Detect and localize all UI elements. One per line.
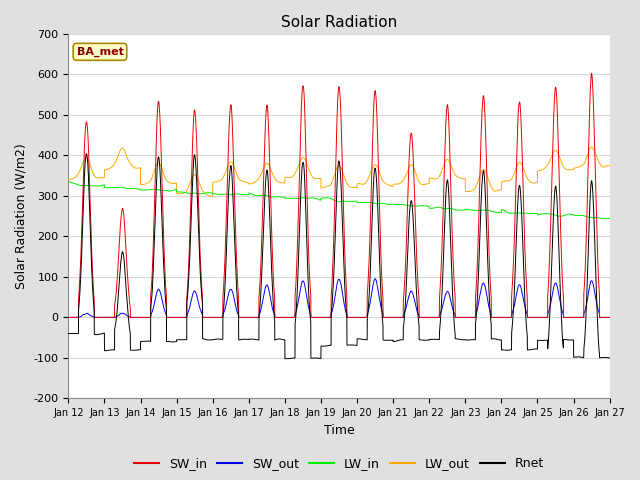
Line: LW_out: LW_out [68,147,610,196]
LW_in [491,209,499,215]
LW_in [162,188,170,193]
SW_out [605,314,613,320]
LW_in [599,216,607,222]
Rnet [431,336,438,342]
Y-axis label: Solar Radiation (W/m2): Solar Radiation (W/m2) [15,144,28,289]
SW_in [606,314,614,320]
Rnet [605,355,613,361]
LW_out [65,177,72,182]
SW_out [606,314,614,320]
Legend: SW_in, SW_out, LW_in, LW_out, Rnet: SW_in, SW_out, LW_in, LW_out, Rnet [129,452,549,475]
X-axis label: Time: Time [324,424,355,437]
SW_out [319,314,326,320]
SW_out [431,314,438,320]
LW_out [588,144,595,150]
LW_out [606,162,614,168]
SW_out [65,314,72,320]
SW_in [491,314,499,320]
Line: SW_out: SW_out [68,279,610,317]
SW_in [588,71,595,76]
SW_out [460,314,468,320]
SW_in [162,283,170,289]
LW_out [460,176,468,181]
SW_in [319,314,326,320]
LW_out [431,176,438,181]
LW_out [605,162,613,168]
Text: BA_met: BA_met [77,47,124,57]
Line: SW_in: SW_in [68,73,610,317]
Line: LW_in: LW_in [68,182,610,219]
LW_in [65,179,72,185]
SW_in [65,314,72,320]
LW_out [491,188,499,194]
SW_in [460,314,468,320]
Rnet [492,336,499,342]
SW_in [605,314,613,320]
Rnet [319,343,327,349]
Rnet [281,356,289,361]
Line: Rnet: Rnet [68,154,610,359]
LW_in [430,205,438,211]
Rnet [65,331,72,336]
LW_out [162,176,170,182]
Rnet [162,300,170,306]
Rnet [83,151,90,156]
LW_in [460,207,468,213]
Rnet [606,355,614,361]
LW_in [319,195,326,201]
SW_out [371,276,379,282]
SW_out [491,314,499,320]
SW_out [162,310,170,316]
Rnet [461,337,468,343]
LW_out [319,185,326,191]
SW_in [430,314,438,320]
LW_in [605,216,613,221]
Title: Solar Radiation: Solar Radiation [281,15,397,30]
LW_out [209,193,216,199]
LW_in [606,216,614,221]
